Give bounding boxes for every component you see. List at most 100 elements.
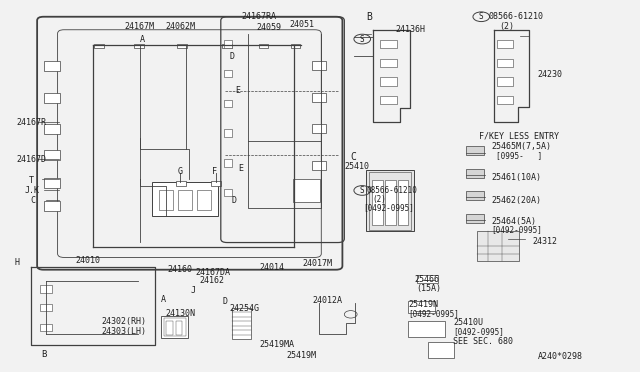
- Text: 25419N: 25419N: [408, 300, 438, 309]
- Bar: [466, 191, 484, 200]
- Bar: [178, 190, 192, 210]
- Text: 24136H: 24136H: [396, 25, 426, 34]
- Text: [0492-0995]: [0492-0995]: [364, 203, 414, 212]
- Text: [0492-0995]: [0492-0995]: [492, 225, 542, 234]
- Bar: [497, 96, 513, 104]
- Bar: [224, 70, 232, 77]
- Bar: [44, 124, 60, 134]
- Bar: [40, 324, 52, 331]
- Bar: [477, 231, 519, 261]
- Text: 24167RA: 24167RA: [242, 12, 277, 21]
- Bar: [497, 77, 513, 86]
- Bar: [380, 59, 397, 67]
- Text: [0492-0995]: [0492-0995]: [453, 327, 504, 336]
- Bar: [312, 124, 326, 133]
- Text: 24051: 24051: [290, 20, 315, 29]
- Text: 24302(RH): 24302(RH): [101, 317, 146, 326]
- Bar: [428, 342, 454, 358]
- Bar: [224, 129, 232, 137]
- Text: 24012A: 24012A: [312, 296, 342, 305]
- Bar: [211, 181, 221, 186]
- Text: S: S: [360, 186, 365, 195]
- Text: A240*0298: A240*0298: [538, 352, 582, 361]
- Bar: [44, 150, 60, 160]
- Text: 24130N: 24130N: [165, 309, 195, 318]
- Text: F: F: [212, 167, 218, 176]
- Text: (2): (2): [499, 22, 514, 31]
- Text: 24167R: 24167R: [16, 118, 46, 127]
- Text: [0995-   ]: [0995- ]: [496, 151, 542, 160]
- Text: 24162: 24162: [200, 276, 225, 285]
- Bar: [134, 44, 144, 48]
- Text: J: J: [191, 286, 196, 295]
- Text: 08566-61210: 08566-61210: [488, 12, 543, 21]
- Text: 25462(20A): 25462(20A): [492, 196, 541, 205]
- Text: [0492-0995]: [0492-0995]: [408, 309, 459, 318]
- Bar: [44, 93, 60, 103]
- Bar: [159, 190, 173, 210]
- Bar: [398, 180, 408, 225]
- Bar: [372, 180, 383, 225]
- Bar: [408, 321, 445, 337]
- Text: SEE SEC. 680: SEE SEC. 680: [453, 337, 513, 346]
- Text: H: H: [14, 258, 19, 267]
- Text: 25461(10A): 25461(10A): [492, 173, 541, 182]
- Text: 08566-61210: 08566-61210: [366, 186, 417, 195]
- Bar: [366, 170, 414, 231]
- Bar: [44, 61, 60, 71]
- Text: T: T: [29, 176, 34, 185]
- Text: (2): (2): [372, 195, 387, 203]
- Bar: [380, 77, 397, 86]
- Bar: [224, 159, 232, 167]
- Text: 25419MA: 25419MA: [259, 340, 294, 349]
- Bar: [197, 190, 211, 210]
- Text: (15A): (15A): [416, 284, 441, 293]
- Bar: [166, 321, 173, 335]
- Bar: [152, 182, 218, 216]
- Text: A: A: [140, 35, 145, 44]
- Text: 24160: 24160: [168, 265, 193, 274]
- Text: J.K: J.K: [24, 186, 39, 195]
- Bar: [177, 44, 187, 48]
- Text: 24059: 24059: [256, 23, 281, 32]
- Text: 24167M: 24167M: [125, 22, 155, 31]
- Bar: [466, 146, 484, 155]
- Bar: [312, 161, 326, 170]
- Bar: [497, 59, 513, 67]
- Bar: [312, 93, 326, 102]
- Text: D: D: [229, 52, 234, 61]
- Text: 25465M(7,5A): 25465M(7,5A): [492, 142, 552, 151]
- Text: 24230: 24230: [538, 70, 563, 79]
- Bar: [40, 285, 52, 293]
- Text: C: C: [351, 152, 356, 162]
- Text: 24303(LH): 24303(LH): [101, 327, 146, 336]
- Text: 24014: 24014: [259, 263, 284, 272]
- Text: 25466: 25466: [415, 275, 440, 284]
- Bar: [291, 44, 300, 48]
- Bar: [176, 321, 182, 335]
- Text: C: C: [31, 196, 36, 205]
- Text: E: E: [236, 86, 241, 94]
- Bar: [385, 180, 396, 225]
- Bar: [293, 179, 320, 202]
- Bar: [44, 178, 60, 188]
- Text: S: S: [479, 12, 484, 21]
- Bar: [466, 214, 484, 223]
- Bar: [224, 100, 232, 107]
- Bar: [408, 301, 435, 313]
- Text: B: B: [366, 12, 372, 22]
- Text: D: D: [232, 196, 237, 205]
- Text: 24010: 24010: [76, 256, 100, 265]
- Text: G: G: [178, 167, 183, 176]
- Text: B: B: [42, 350, 47, 359]
- Text: 25464(5A): 25464(5A): [492, 217, 536, 226]
- Bar: [176, 181, 186, 186]
- Text: 24062M: 24062M: [165, 22, 195, 31]
- Text: S: S: [360, 35, 365, 44]
- Bar: [161, 316, 188, 338]
- Bar: [222, 44, 232, 48]
- Bar: [417, 275, 438, 283]
- Text: 25410U: 25410U: [453, 318, 483, 327]
- Text: 24312: 24312: [532, 237, 557, 246]
- Bar: [40, 304, 52, 311]
